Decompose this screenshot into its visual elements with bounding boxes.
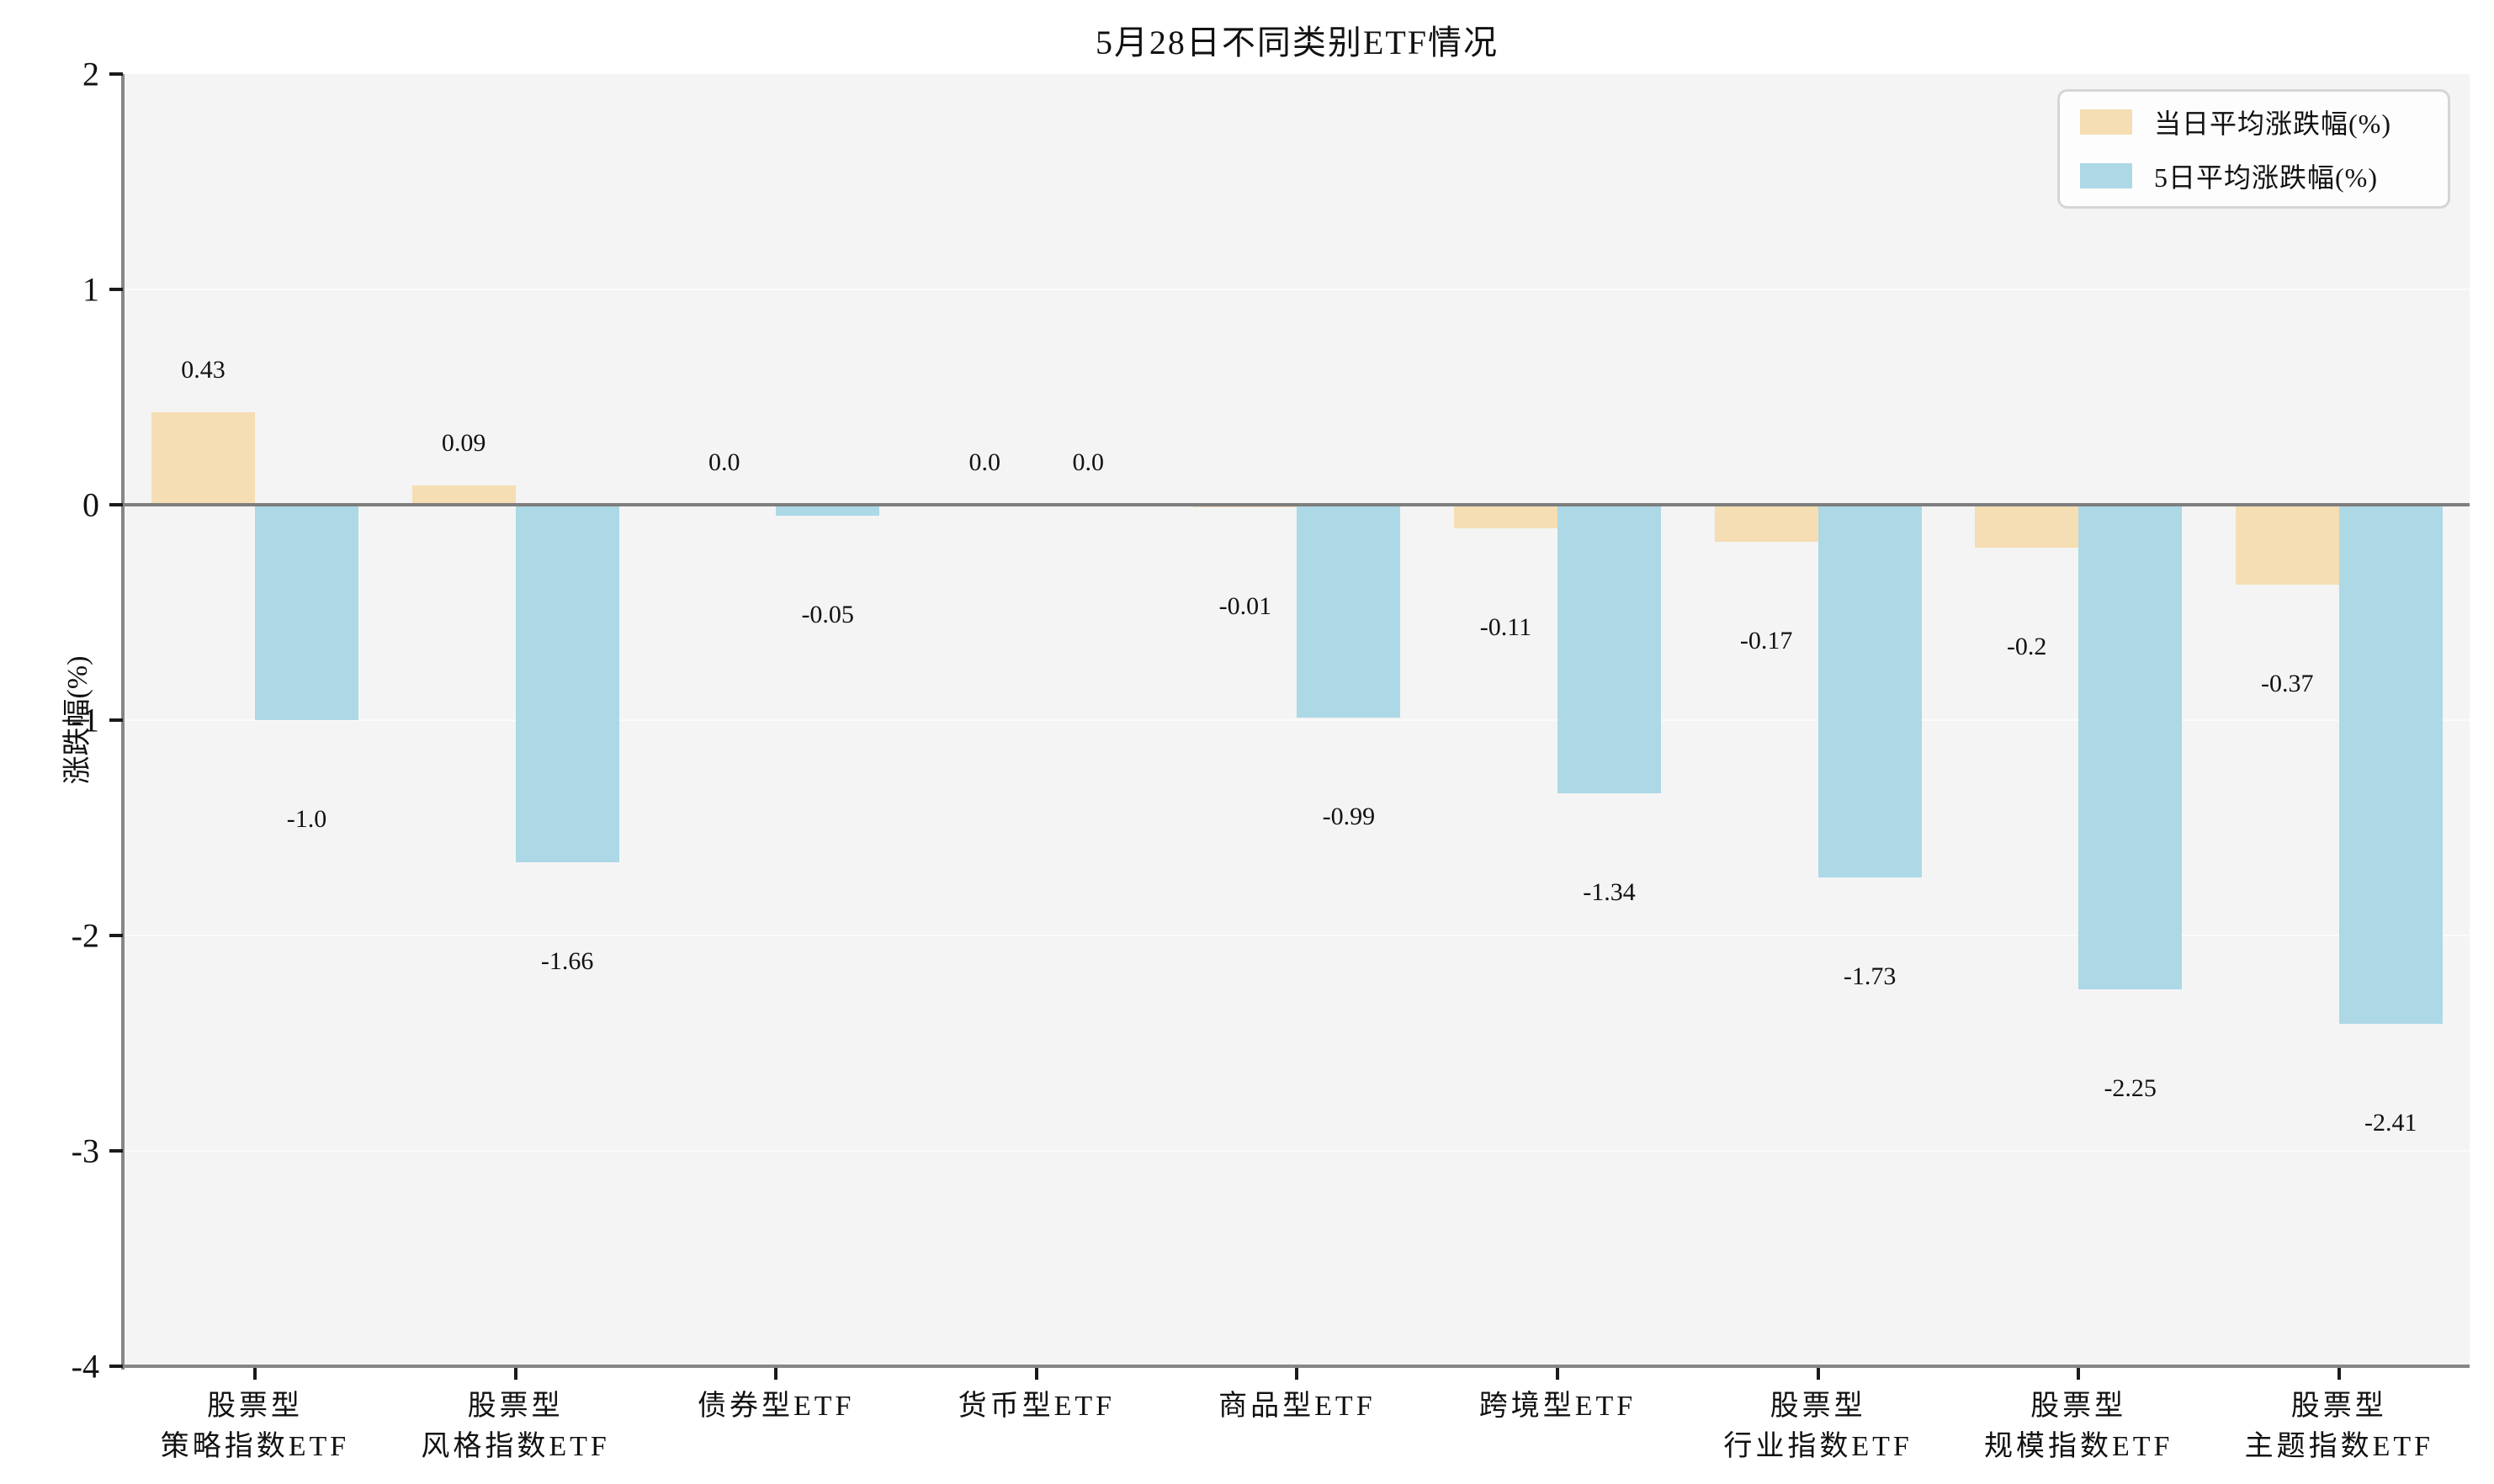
y-tick-mark — [109, 288, 123, 291]
bar-series1-group2 — [776, 505, 880, 516]
bar-value-label: -2.41 — [2364, 1108, 2417, 1137]
bar-series1-group1 — [515, 505, 619, 862]
x-tick-label-group2: 债券型ETF — [697, 1391, 855, 1422]
bar-value-label: 0.43 — [181, 355, 226, 384]
plot-area: 0.43 -1.0 0.09 -1.66 0.0 -0.05 0.0 0.0 -0.01 -0.9… — [125, 74, 2470, 1366]
bar-series0-group6 — [1714, 505, 1818, 542]
bar-value-label: -0.99 — [1322, 803, 1376, 831]
bar-value-label: -1.66 — [540, 946, 594, 975]
zero-line — [125, 503, 2470, 506]
bar-value-label: -0.01 — [1218, 591, 1272, 620]
x-tick-label-group0: 股票型 策略指数ETF — [160, 1391, 350, 1462]
bar-series0-group5 — [1454, 505, 1557, 529]
legend-swatch-daily — [2080, 109, 2132, 135]
x-tick-label-group5: 跨境型ETF — [1478, 1391, 1637, 1422]
x-tick-label-group8: 股票型 主题指数ETF — [2244, 1391, 2434, 1462]
y-tick-label: 1 — [82, 270, 99, 309]
y-tick-label: -4 — [71, 1347, 99, 1386]
x-tick-label-group7: 股票型 规模指数ETF — [1983, 1391, 2173, 1462]
legend-label-5day: 5日平均涨跌幅(%) — [2154, 162, 2378, 193]
y-tick-label: -2 — [71, 916, 99, 955]
x-tick-mark — [1295, 1368, 1299, 1380]
bar-series1-group4 — [1297, 505, 1401, 718]
x-tick-mark — [1816, 1368, 1820, 1380]
x-tick-mark — [1556, 1368, 1559, 1380]
bar-value-label: 0.0 — [708, 448, 740, 476]
y-tick-label: 0 — [82, 485, 99, 524]
x-tick-mark — [2337, 1368, 2341, 1380]
bar-series1-group5 — [1557, 505, 1661, 794]
gridline — [125, 719, 2470, 721]
x-tick-label-group6: 股票型 行业指数ETF — [1723, 1391, 1913, 1462]
x-tick-label-group4: 商品型ETF — [1218, 1391, 1376, 1422]
y-tick-mark — [109, 1149, 123, 1153]
legend-swatch-5day — [2080, 163, 2132, 188]
gridline — [125, 1150, 2470, 1152]
bar-series0-group7 — [1975, 505, 2079, 549]
y-tick-label: 2 — [82, 55, 99, 93]
bar-value-label: -0.37 — [2261, 669, 2314, 697]
x-tick-mark — [253, 1368, 257, 1380]
y-tick-mark — [109, 503, 123, 506]
y-axis-spine — [121, 74, 125, 1370]
x-tick-mark — [513, 1368, 517, 1380]
x-tick-mark — [2077, 1368, 2081, 1380]
bar-series1-group0 — [255, 505, 358, 720]
gridline — [125, 935, 2470, 936]
x-tick-mark — [774, 1368, 778, 1380]
y-tick-mark — [109, 718, 123, 722]
bar-value-label: -0.17 — [1739, 626, 1793, 655]
bar-series1-group8 — [2338, 505, 2443, 1024]
bar-value-label: -0.2 — [2006, 633, 2047, 661]
bar-value-label: -1.73 — [1843, 962, 1897, 990]
legend-item-5day: 5日平均涨跌幅(%) — [2080, 156, 2428, 195]
x-tick-mark — [1034, 1368, 1038, 1380]
y-tick-mark — [109, 1365, 123, 1368]
bar-value-label: -1.34 — [1583, 878, 1636, 907]
bar-series0-group8 — [2235, 505, 2339, 585]
legend-label-daily: 当日平均涨跌幅(%) — [2154, 109, 2391, 139]
bar-value-label: -1.0 — [286, 805, 327, 833]
bar-series0-group0 — [151, 411, 255, 505]
bar-value-label: 0.09 — [441, 428, 486, 457]
gridline — [125, 289, 2470, 290]
chart-title: 5月28日不同类别ETF情况 — [1095, 24, 1499, 61]
legend-item-daily: 当日平均涨跌幅(%) — [2080, 103, 2428, 141]
x-tick-label-group3: 货币型ETF — [958, 1391, 1116, 1422]
bar-value-label: -0.11 — [1479, 613, 1532, 642]
y-tick-label: -3 — [71, 1132, 99, 1170]
x-tick-label-group1: 股票型 风格指数ETF — [421, 1391, 610, 1462]
bar-value-label: 0.0 — [968, 448, 1001, 476]
y-tick-mark — [109, 934, 123, 937]
y-tick-mark — [109, 72, 123, 76]
bar-value-label: 0.0 — [1072, 448, 1105, 476]
bar-series1-group6 — [1817, 505, 1922, 877]
y-tick-label: -1 — [71, 701, 99, 739]
bar-series1-group7 — [2078, 505, 2183, 989]
x-axis-spine — [121, 1365, 2470, 1368]
legend: 当日平均涨跌幅(%) 5日平均涨跌幅(%) — [2057, 89, 2450, 209]
bar-value-label: -0.05 — [801, 600, 854, 628]
bar-value-label: -2.25 — [2104, 1074, 2157, 1102]
bar-series0-group1 — [411, 485, 516, 505]
